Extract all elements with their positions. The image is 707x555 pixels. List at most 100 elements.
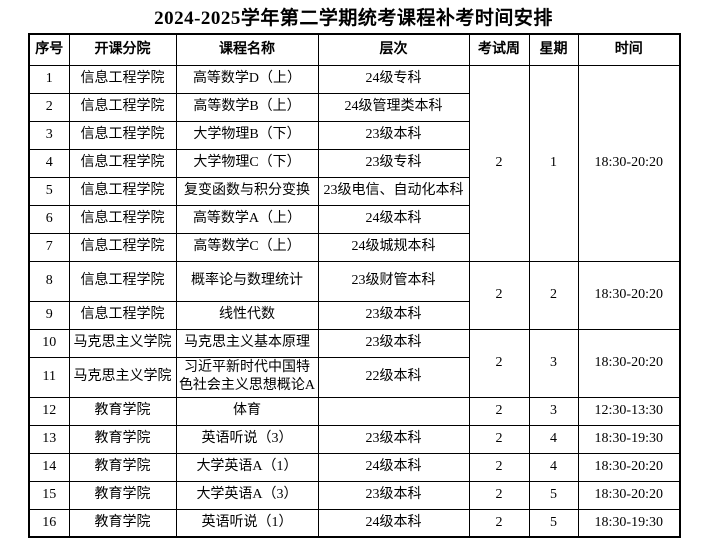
cell-week: 2 — [468, 64, 530, 262]
cell-day: 5 — [528, 480, 579, 510]
cell-college: 教育学院 — [68, 508, 177, 538]
cell-no: 7 — [28, 232, 70, 262]
cell-course: 高等数学A（上） — [175, 204, 319, 234]
cell-course: 大学物理C（下） — [175, 148, 319, 178]
cell-course: 体育 — [175, 396, 319, 426]
cell-time: 18:30-20:20 — [577, 64, 681, 262]
cell-college: 信息工程学院 — [68, 300, 177, 330]
cell-day: 2 — [528, 260, 579, 330]
cell-no: 12 — [28, 396, 70, 426]
cell-level: 23级财管本科 — [317, 260, 470, 302]
cell-day: 1 — [528, 64, 579, 262]
cell-no: 4 — [28, 148, 70, 178]
table-row: 7 信息工程学院 高等数学C（上） 24级城规本科 — [28, 232, 680, 262]
cell-college: 教育学院 — [68, 480, 177, 510]
cell-no: 11 — [28, 356, 70, 398]
cell-level: 23级本科 — [317, 300, 470, 330]
table-row: 13 教育学院 英语听说（3） 23级本科 2 4 18:30-19:30 — [28, 424, 681, 454]
cell-no: 6 — [28, 204, 70, 234]
cell-no: 13 — [28, 424, 70, 454]
cell-level: 24级专科 — [317, 64, 470, 94]
cell-day: 3 — [528, 396, 579, 426]
cell-college: 教育学院 — [68, 452, 177, 482]
header-week: 考试周 — [468, 33, 530, 66]
cell-course: 复变函数与积分变换 — [175, 176, 319, 206]
cell-college: 信息工程学院 — [68, 64, 177, 94]
cell-no: 14 — [28, 452, 70, 482]
cell-course: 英语听说（1） — [175, 508, 319, 538]
cell-no: 3 — [28, 120, 70, 150]
cell-level: 23级本科 — [317, 424, 470, 454]
cell-level: 24级本科 — [317, 508, 470, 538]
cell-level: 24级城规本科 — [317, 232, 470, 262]
cell-course: 马克思主义基本原理 — [175, 328, 319, 358]
cell-day: 5 — [528, 508, 579, 538]
table-row: 6 信息工程学院 高等数学A（上） 24级本科 — [28, 204, 680, 234]
cell-no: 15 — [28, 480, 70, 510]
cell-level: 24级管理类本科 — [317, 92, 470, 122]
table-row: 14 教育学院 大学英语A（1） 24级本科 2 4 18:30-20:20 — [28, 452, 681, 482]
cell-time: 18:30-19:30 — [577, 508, 681, 538]
cell-time: 18:30-20:20 — [577, 452, 681, 482]
cell-level — [317, 396, 470, 426]
table-row: 11 马克思主义学院 习近平新时代中国特色社会主义思想概论A 22级本科 — [28, 356, 680, 398]
header-course: 课程名称 — [175, 33, 319, 66]
table-row: 4 信息工程学院 大学物理C（下） 23级专科 — [28, 148, 680, 178]
cell-no: 2 — [28, 92, 70, 122]
cell-day: 4 — [528, 452, 579, 482]
header-college: 开课分院 — [68, 33, 177, 66]
cell-course: 概率论与数理统计 — [175, 260, 319, 302]
table-row: 5 信息工程学院 复变函数与积分变换 23级电信、自动化本科 — [28, 176, 680, 206]
cell-time: 18:30-20:20 — [577, 328, 681, 398]
table-row: 1 信息工程学院 高等数学D（上） 24级专科 2 1 18:30-20:20 — [28, 64, 681, 262]
header-day: 星期 — [528, 33, 579, 66]
cell-college: 马克思主义学院 — [68, 356, 177, 398]
cell-no: 8 — [28, 260, 70, 302]
table-row: 3 信息工程学院 大学物理B（下） 23级本科 — [28, 120, 680, 150]
cell-level: 24级本科 — [317, 204, 470, 234]
table-row: 16 教育学院 英语听说（1） 24级本科 2 5 18:30-19:30 — [28, 508, 681, 538]
cell-week: 2 — [468, 328, 530, 398]
cell-course: 大学物理B（下） — [175, 120, 319, 150]
cell-course: 高等数学C（上） — [175, 232, 319, 262]
cell-college: 教育学院 — [68, 424, 177, 454]
cell-course: 大学英语A（1） — [175, 452, 319, 482]
cell-week: 2 — [468, 508, 530, 538]
cell-time: 18:30-20:20 — [577, 260, 681, 330]
cell-course: 习近平新时代中国特色社会主义思想概论A — [175, 356, 319, 398]
cell-college: 信息工程学院 — [68, 232, 177, 262]
header-no: 序号 — [28, 33, 70, 66]
exam-schedule-table: 序号 开课分院 课程名称 层次 考试周 星期 时间 1 信息工程学院 高等数学D… — [28, 33, 681, 538]
cell-day: 4 — [528, 424, 579, 454]
cell-level: 23级电信、自动化本科 — [317, 176, 470, 206]
cell-time: 18:30-19:30 — [577, 424, 681, 454]
cell-no: 5 — [28, 176, 70, 206]
cell-no: 10 — [28, 328, 70, 358]
cell-level: 23级本科 — [317, 120, 470, 150]
cell-course: 高等数学D（上） — [175, 64, 319, 94]
cell-level: 23级本科 — [317, 480, 470, 510]
table-row: 15 教育学院 大学英语A（3） 23级本科 2 5 18:30-20:20 — [28, 480, 681, 510]
table-row: 9 信息工程学院 线性代数 23级本科 — [28, 300, 680, 330]
cell-level: 23级专科 — [317, 148, 470, 178]
table-row: 12 教育学院 体育 2 3 12:30-13:30 — [28, 396, 681, 426]
cell-week: 2 — [468, 396, 530, 426]
cell-college: 信息工程学院 — [68, 92, 177, 122]
cell-college: 信息工程学院 — [68, 260, 177, 302]
cell-week: 2 — [468, 452, 530, 482]
cell-course: 高等数学B（上） — [175, 92, 319, 122]
page-title: 2024-2025学年第二学期统考课程补考时间安排 — [154, 8, 553, 29]
header-row: 序号 开课分院 课程名称 层次 考试周 星期 时间 — [28, 33, 681, 66]
table-row: 10 马克思主义学院 马克思主义基本原理 23级本科 2 3 18:30-20:… — [28, 328, 681, 398]
cell-college: 教育学院 — [68, 396, 177, 426]
table-row: 8 信息工程学院 概率论与数理统计 23级财管本科 2 2 18:30-20:2… — [28, 260, 681, 330]
cell-level: 24级本科 — [317, 452, 470, 482]
cell-day: 3 — [528, 328, 579, 398]
cell-week: 2 — [468, 480, 530, 510]
cell-college: 马克思主义学院 — [68, 328, 177, 358]
cell-level: 22级本科 — [317, 356, 470, 398]
cell-course: 线性代数 — [175, 300, 319, 330]
cell-course: 英语听说（3） — [175, 424, 319, 454]
cell-no: 9 — [28, 300, 70, 330]
